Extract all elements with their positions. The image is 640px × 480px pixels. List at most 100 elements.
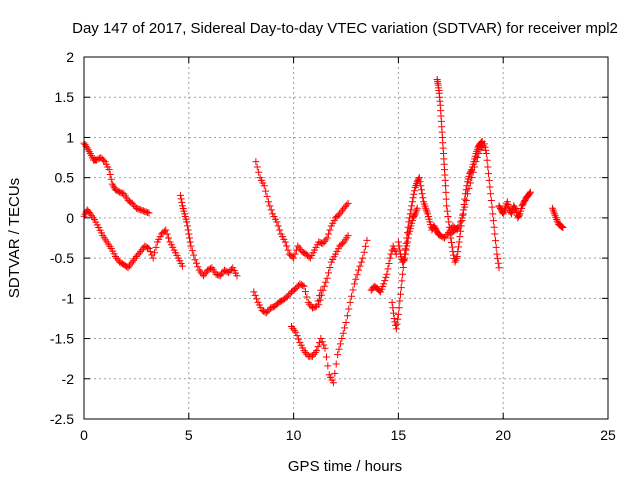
data-point (329, 379, 337, 387)
data-point (290, 254, 298, 262)
data-point (396, 246, 404, 254)
data-point (495, 264, 503, 272)
data-point (331, 369, 339, 377)
data-point (317, 335, 325, 343)
data-point (346, 298, 354, 306)
data-point (325, 269, 333, 277)
x-tick-label: 20 (495, 427, 511, 443)
y-tick-label: -1.5 (50, 331, 74, 347)
data-point (389, 304, 397, 312)
data-point (338, 335, 346, 343)
data-point (484, 163, 492, 171)
data-point (146, 248, 154, 256)
data-point (251, 291, 259, 299)
data-point (356, 262, 364, 270)
series-track-8-12h (252, 158, 352, 262)
data-point (316, 296, 324, 304)
data-point (454, 223, 462, 231)
data-point (185, 234, 193, 242)
data-point (488, 203, 496, 211)
y-tick-label: -0.5 (50, 250, 74, 266)
data-point (494, 259, 502, 267)
data-point (471, 163, 479, 171)
data-point (489, 210, 497, 218)
data-point (393, 320, 401, 328)
data-point (144, 209, 152, 217)
data-point (343, 201, 351, 209)
data-point (274, 222, 282, 230)
data-point (314, 343, 322, 351)
data-point (292, 328, 300, 336)
series-track-20-21h (495, 188, 534, 222)
data-point (455, 222, 463, 230)
data-point (321, 344, 329, 352)
data-point (262, 187, 270, 195)
data-point (485, 176, 493, 184)
data-point (250, 288, 258, 296)
data-point (454, 243, 462, 251)
data-point (419, 194, 427, 202)
y-tick-label: -1 (62, 290, 75, 306)
data-point (163, 230, 171, 238)
data-point (344, 232, 352, 240)
data-point (526, 189, 534, 197)
data-point (267, 206, 275, 214)
data-point (417, 186, 425, 194)
data-point (392, 321, 400, 329)
data-point (151, 249, 159, 257)
data-point (385, 259, 393, 267)
data-point (472, 158, 480, 166)
data-point (281, 238, 289, 246)
data-point (396, 290, 404, 298)
data-point (303, 293, 311, 301)
data-point (400, 255, 408, 263)
data-point (266, 202, 274, 210)
data-point (345, 305, 353, 313)
data-point (149, 254, 157, 262)
data-point (323, 234, 331, 242)
data-point (177, 195, 185, 203)
data-point (465, 184, 473, 192)
data-point (493, 250, 501, 258)
data-point (293, 332, 301, 340)
data-point (413, 204, 421, 212)
data-point (442, 195, 450, 203)
data-point (233, 272, 241, 280)
data-point (384, 265, 392, 273)
series-track-11-12h-mid (315, 232, 352, 309)
data-point (403, 242, 411, 250)
data-point (444, 213, 452, 221)
data-point (410, 187, 418, 195)
data-point (558, 223, 566, 231)
ticks: 0 5 10 15 20 25 -2.5 -2 -1.5 -1 -0.5 0 0.5 1 1.5 2 (50, 49, 616, 443)
data-point (458, 214, 466, 222)
data-point (399, 263, 407, 271)
x-tick-label: 10 (286, 427, 302, 443)
data-point (553, 215, 561, 223)
data-point (464, 190, 472, 198)
data-point (359, 254, 367, 262)
data-point (461, 195, 469, 203)
x-tick-label: 0 (80, 427, 88, 443)
data-point (322, 278, 330, 286)
data-point (483, 156, 491, 164)
x-tick-label: 5 (185, 427, 193, 443)
data-point (490, 223, 498, 231)
data-point (408, 198, 416, 206)
series-track-22-23h (548, 204, 567, 232)
data-point (326, 226, 334, 234)
y-tick-label: 1 (66, 129, 74, 145)
data-point (325, 230, 333, 238)
data-point (355, 266, 363, 274)
data-point (457, 227, 465, 235)
y-tick-label: 0 (66, 210, 74, 226)
data-point (363, 236, 371, 244)
data-point (300, 282, 308, 290)
data-point (401, 254, 409, 262)
data-point (481, 143, 489, 151)
data-point (492, 243, 500, 251)
data-point (183, 222, 191, 230)
data-point (410, 211, 418, 219)
data-point (144, 244, 152, 252)
data-point (409, 194, 417, 202)
